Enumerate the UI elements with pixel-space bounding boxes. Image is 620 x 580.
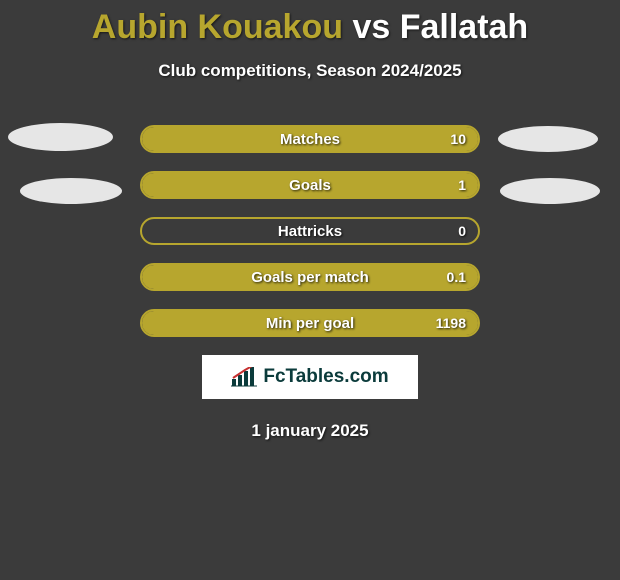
comparison-title: Aubin Kouakou vs Fallatah <box>0 0 620 47</box>
avatar-placeholder-left-bottom <box>20 178 122 204</box>
stat-bar: Matches10 <box>140 125 480 153</box>
stat-bar-fill <box>142 265 478 289</box>
avatar-placeholder-right-bottom <box>500 178 600 204</box>
stat-value: 0 <box>458 219 466 243</box>
stat-bar-fill <box>142 311 478 335</box>
bar-chart-icon <box>231 367 257 387</box>
avatar-placeholder-left-top <box>8 123 113 151</box>
stats-container: Matches10 Goals1 Hattricks0 Goals per match… <box>0 125 620 337</box>
stat-value: 10 <box>450 127 466 151</box>
stat-label: Hattricks <box>142 219 478 243</box>
stat-value: 1 <box>458 173 466 197</box>
brand-text: FcTables.com <box>263 366 388 388</box>
brand-box[interactable]: FcTables.com <box>202 355 418 399</box>
stat-bar: Hattricks0 <box>140 217 480 245</box>
stat-bar: Goals per match0.1 <box>140 263 480 291</box>
vs-text: vs <box>352 8 390 46</box>
avatar-placeholder-right-top <box>498 126 598 152</box>
stat-value: 1198 <box>436 311 466 335</box>
stat-value: 0.1 <box>447 265 466 289</box>
stat-bar: Goals1 <box>140 171 480 199</box>
stat-bar-fill <box>142 173 478 197</box>
subtitle: Club competitions, Season 2024/2025 <box>0 61 620 81</box>
player1-name: Aubin Kouakou <box>92 8 343 46</box>
stat-bar: Min per goal1198 <box>140 309 480 337</box>
footer-date: 1 january 2025 <box>0 421 620 441</box>
stat-bar-fill <box>142 127 478 151</box>
player2-name: Fallatah <box>400 8 528 46</box>
